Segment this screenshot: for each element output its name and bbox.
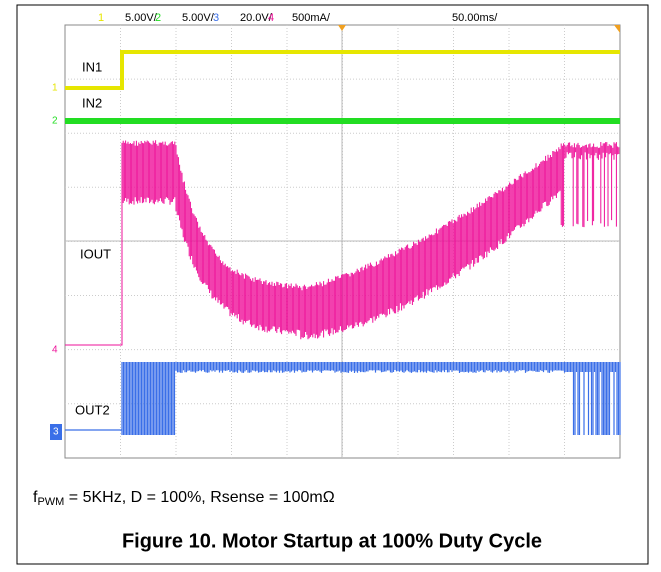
ground-marker: 4 [52,345,58,356]
trace-in1 [65,50,620,90]
grid [65,25,620,458]
figure-title: Figure 10. Motor Startup at 100% Duty Cy… [122,530,542,552]
timebase: 50.00ms/ [452,12,498,24]
channel-number: 4 [268,12,274,24]
ground-marker: 2 [52,116,58,127]
channel-number: 1 [98,12,104,24]
channel-scale: 20.0V/ [240,12,273,24]
caption-subscript: PWM [37,496,64,508]
caption: fPWM = 5KHz, D = 100%, Rsense = 100mΩ [33,489,335,508]
channel-number: 3 [213,12,219,24]
trace-iout [65,140,620,346]
trace-label: IN1 [82,59,102,74]
caption-rest: = 5KHz, D = 100%, Rsense = 100mΩ [64,489,334,506]
trace-out2 [65,362,621,435]
trace-label: IN2 [82,95,102,110]
trigger-marker [338,25,346,31]
ground-marker: 3 [53,427,59,438]
trace-label: OUT2 [75,402,110,417]
channel-number: 2 [155,12,161,24]
channel-scale: 500mA/ [292,12,331,24]
caption-f: f [33,489,38,506]
ground-marker-box [50,424,62,440]
waveforms: 1 2 4 3 [50,25,621,440]
ground-marker: 1 [52,83,58,94]
trigger-marker [614,25,620,33]
trace-label: IOUT [80,246,111,261]
channel-scale: 5.00V/ [182,12,215,24]
channel-header: 1 5.00V/2 5.00V/3 20.0V/4 500mA/ [98,12,331,24]
channel-scale: 5.00V/ [125,12,158,24]
